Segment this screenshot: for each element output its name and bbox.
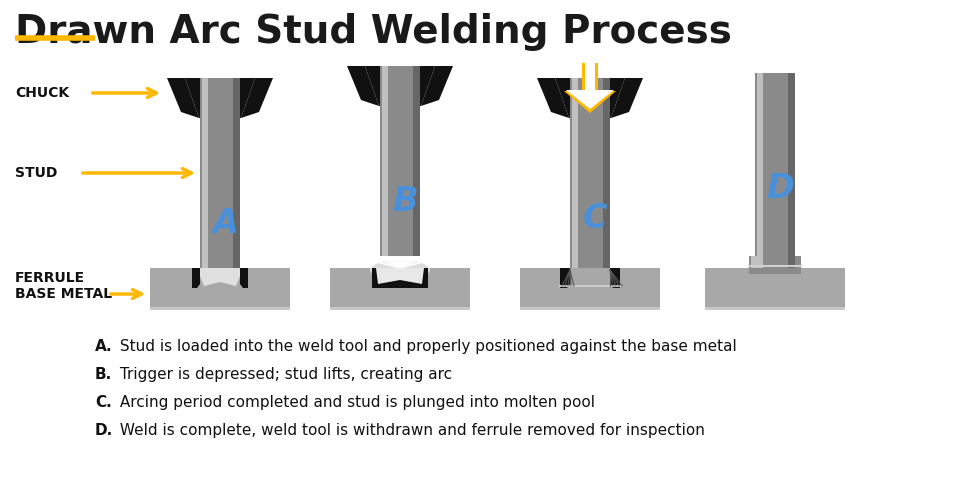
Polygon shape bbox=[192, 268, 200, 288]
Polygon shape bbox=[564, 91, 616, 113]
Text: D.: D. bbox=[95, 422, 113, 438]
Polygon shape bbox=[240, 268, 248, 288]
Text: B: B bbox=[393, 184, 418, 218]
FancyBboxPatch shape bbox=[202, 78, 208, 118]
FancyBboxPatch shape bbox=[413, 106, 420, 256]
Polygon shape bbox=[200, 268, 240, 286]
FancyBboxPatch shape bbox=[788, 73, 795, 268]
FancyBboxPatch shape bbox=[582, 63, 598, 91]
Text: Weld is complete, weld tool is withdrawn and ferrule removed for inspection: Weld is complete, weld tool is withdrawn… bbox=[115, 422, 705, 438]
FancyBboxPatch shape bbox=[413, 66, 420, 106]
Polygon shape bbox=[610, 78, 625, 118]
Ellipse shape bbox=[370, 260, 430, 280]
FancyBboxPatch shape bbox=[585, 63, 595, 90]
FancyBboxPatch shape bbox=[150, 307, 290, 310]
Text: A.: A. bbox=[95, 339, 112, 354]
FancyBboxPatch shape bbox=[757, 73, 763, 268]
Polygon shape bbox=[421, 66, 453, 106]
Text: B.: B. bbox=[95, 367, 112, 381]
FancyBboxPatch shape bbox=[751, 256, 759, 268]
FancyBboxPatch shape bbox=[749, 256, 801, 274]
Text: Trigger is depressed; stud lifts, creating arc: Trigger is depressed; stud lifts, creati… bbox=[115, 367, 452, 381]
FancyBboxPatch shape bbox=[603, 118, 610, 268]
Text: C: C bbox=[583, 202, 608, 235]
FancyBboxPatch shape bbox=[705, 307, 845, 310]
Polygon shape bbox=[566, 90, 614, 109]
FancyBboxPatch shape bbox=[382, 106, 388, 256]
Text: CHUCK: CHUCK bbox=[15, 86, 69, 100]
Polygon shape bbox=[240, 78, 255, 118]
FancyBboxPatch shape bbox=[705, 268, 845, 310]
Text: D: D bbox=[766, 171, 794, 205]
FancyBboxPatch shape bbox=[520, 268, 660, 310]
Polygon shape bbox=[611, 78, 643, 118]
FancyBboxPatch shape bbox=[200, 118, 240, 268]
FancyBboxPatch shape bbox=[380, 106, 420, 256]
FancyBboxPatch shape bbox=[520, 307, 660, 310]
Polygon shape bbox=[560, 268, 570, 288]
Polygon shape bbox=[167, 78, 199, 118]
Polygon shape bbox=[610, 268, 620, 288]
FancyBboxPatch shape bbox=[572, 118, 578, 268]
FancyBboxPatch shape bbox=[150, 268, 290, 310]
Text: Stud is loaded into the weld tool and properly positioned against the base metal: Stud is loaded into the weld tool and pr… bbox=[115, 339, 736, 354]
Polygon shape bbox=[376, 268, 424, 284]
Text: A: A bbox=[212, 207, 238, 240]
Text: Arcing period completed and stud is plunged into molten pool: Arcing period completed and stud is plun… bbox=[115, 394, 595, 409]
Text: C.: C. bbox=[95, 394, 111, 409]
FancyBboxPatch shape bbox=[330, 268, 470, 310]
Polygon shape bbox=[555, 78, 570, 118]
FancyBboxPatch shape bbox=[570, 78, 610, 118]
Polygon shape bbox=[347, 66, 379, 106]
FancyBboxPatch shape bbox=[372, 268, 428, 288]
Text: Drawn Arc Stud Welding Process: Drawn Arc Stud Welding Process bbox=[15, 13, 732, 51]
FancyBboxPatch shape bbox=[330, 307, 470, 310]
FancyBboxPatch shape bbox=[570, 118, 610, 268]
Polygon shape bbox=[365, 66, 380, 106]
Text: BASE METAL: BASE METAL bbox=[15, 287, 112, 301]
Polygon shape bbox=[185, 78, 200, 118]
FancyBboxPatch shape bbox=[382, 66, 388, 106]
FancyBboxPatch shape bbox=[380, 66, 420, 106]
FancyBboxPatch shape bbox=[233, 78, 240, 118]
Polygon shape bbox=[537, 78, 569, 118]
Polygon shape bbox=[241, 78, 273, 118]
Text: FERRULE: FERRULE bbox=[15, 271, 85, 285]
FancyBboxPatch shape bbox=[202, 118, 208, 268]
FancyBboxPatch shape bbox=[233, 118, 240, 268]
FancyBboxPatch shape bbox=[603, 78, 610, 118]
Polygon shape bbox=[420, 66, 435, 106]
FancyBboxPatch shape bbox=[755, 73, 795, 268]
FancyBboxPatch shape bbox=[200, 78, 240, 118]
Text: STUD: STUD bbox=[15, 166, 58, 180]
FancyBboxPatch shape bbox=[572, 78, 578, 118]
